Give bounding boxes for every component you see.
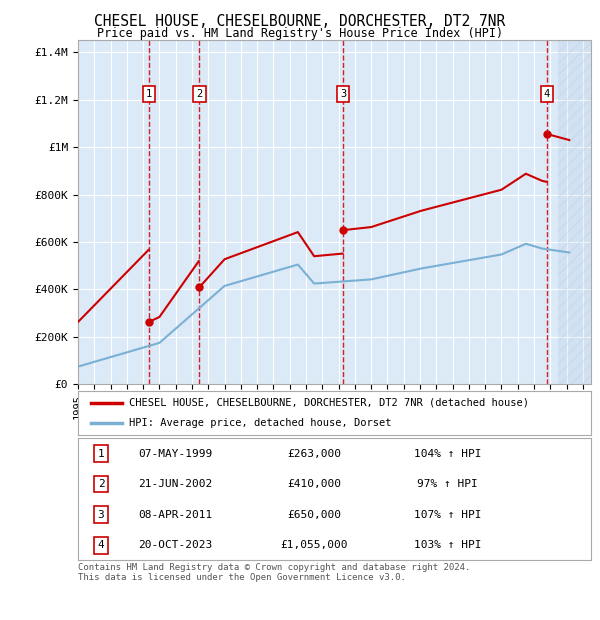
Text: 1: 1 (98, 449, 104, 459)
Text: 3: 3 (98, 510, 104, 520)
Text: 97% ↑ HPI: 97% ↑ HPI (417, 479, 478, 489)
Text: 4: 4 (98, 540, 104, 550)
Text: £1,055,000: £1,055,000 (280, 540, 348, 550)
Text: 07-MAY-1999: 07-MAY-1999 (139, 449, 212, 459)
Text: 3: 3 (340, 89, 346, 99)
Bar (559, 40, 591, 384)
Text: £410,000: £410,000 (287, 479, 341, 489)
Text: 107% ↑ HPI: 107% ↑ HPI (413, 510, 481, 520)
Text: CHESEL HOUSE, CHESELBOURNE, DORCHESTER, DT2 7NR: CHESEL HOUSE, CHESELBOURNE, DORCHESTER, … (94, 14, 506, 29)
Text: CHESEL HOUSE, CHESELBOURNE, DORCHESTER, DT2 7NR (detached house): CHESEL HOUSE, CHESELBOURNE, DORCHESTER, … (130, 397, 529, 408)
Text: 2: 2 (98, 479, 104, 489)
Text: £650,000: £650,000 (287, 510, 341, 520)
Text: Price paid vs. HM Land Registry's House Price Index (HPI): Price paid vs. HM Land Registry's House … (97, 27, 503, 40)
Text: 08-APR-2011: 08-APR-2011 (139, 510, 212, 520)
Text: 20-OCT-2023: 20-OCT-2023 (139, 540, 212, 550)
Text: 21-JUN-2002: 21-JUN-2002 (139, 479, 212, 489)
Text: 2: 2 (196, 89, 203, 99)
Text: 104% ↑ HPI: 104% ↑ HPI (413, 449, 481, 459)
Text: Contains HM Land Registry data © Crown copyright and database right 2024.
This d: Contains HM Land Registry data © Crown c… (78, 563, 470, 582)
Text: 1: 1 (146, 89, 152, 99)
Text: £263,000: £263,000 (287, 449, 341, 459)
Text: 103% ↑ HPI: 103% ↑ HPI (413, 540, 481, 550)
Text: 4: 4 (544, 89, 550, 99)
Text: HPI: Average price, detached house, Dorset: HPI: Average price, detached house, Dors… (130, 418, 392, 428)
